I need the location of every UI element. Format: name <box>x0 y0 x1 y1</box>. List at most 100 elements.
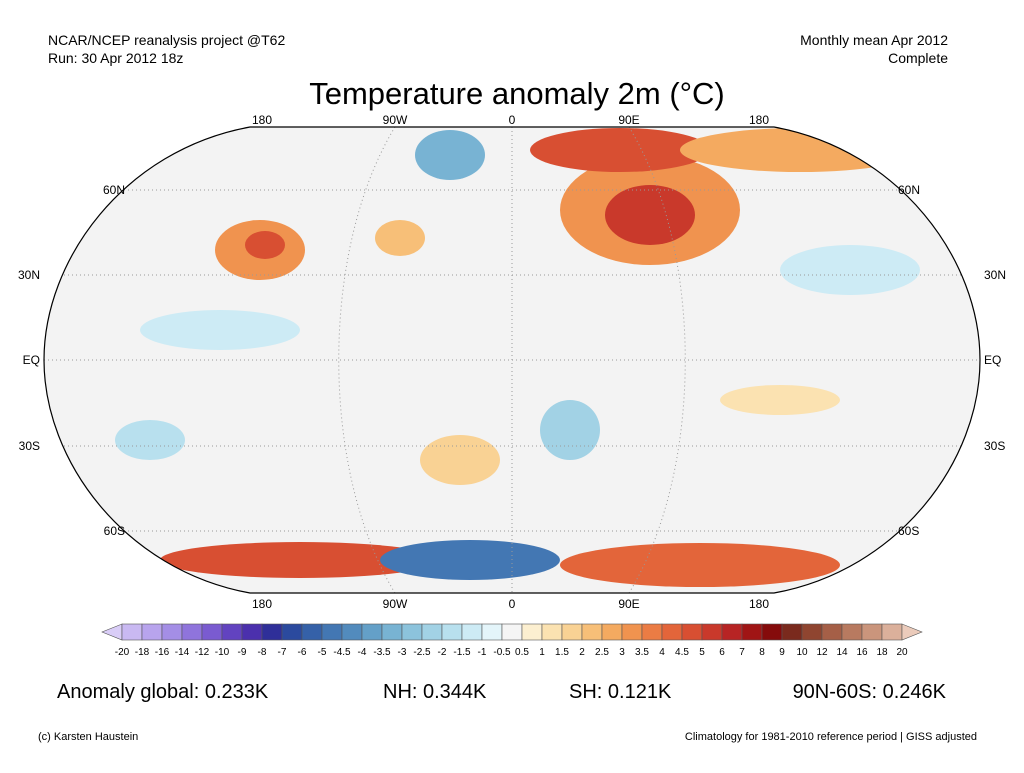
lat-label: 60S <box>104 524 125 538</box>
colorbar-swatch <box>861 623 883 641</box>
colorbar-swatch <box>621 623 643 641</box>
lon-label: 180 <box>749 597 769 611</box>
colorbar-label: -4.5 <box>333 647 351 658</box>
anomaly <box>560 543 840 587</box>
anomaly <box>780 245 920 295</box>
lon-label: 90E <box>618 597 639 611</box>
colorbar-label: -18 <box>135 647 150 658</box>
stat-band: 90N-60S: 0.246K <box>793 681 947 703</box>
colorbar-label: 3 <box>619 647 625 658</box>
colorbar-swatch <box>301 623 323 641</box>
colorbar-arrow <box>101 623 123 641</box>
lat-label: 30S <box>19 439 40 453</box>
colorbar-label: 14 <box>836 647 848 658</box>
lon-label: 180 <box>252 113 272 127</box>
lat-label: 30S <box>984 439 1005 453</box>
colorbar-swatch <box>141 623 163 641</box>
lat-label: EQ <box>23 353 40 367</box>
colorbar-swatch <box>681 623 703 641</box>
stat-global: Anomaly global: 0.233K <box>57 681 269 703</box>
colorbar-swatch <box>721 623 743 641</box>
lat-label: 60N <box>898 183 920 197</box>
colorbar-label: 16 <box>856 647 868 658</box>
anomaly <box>380 540 560 580</box>
colorbar-label: -6 <box>298 647 307 658</box>
lon-label: 90W <box>383 113 408 127</box>
colorbar-swatch <box>761 623 783 641</box>
colorbar-swatch <box>341 623 363 641</box>
colorbar-swatch <box>601 623 623 641</box>
graticule <box>44 127 980 593</box>
anomaly <box>720 385 840 415</box>
anomaly <box>245 231 285 259</box>
run-info: NCAR/NCEP reanalysis project @T62 <box>48 32 285 48</box>
colorbar-label: 1.5 <box>555 647 569 658</box>
colorbar-swatch <box>661 623 683 641</box>
map-title: Temperature anomaly 2m (°C) <box>309 76 725 111</box>
stat-sh: SH: 0.121K <box>569 681 672 703</box>
colorbar-arrow <box>901 623 923 641</box>
lon-label: 90E <box>618 113 639 127</box>
colorbar-swatch <box>741 623 763 641</box>
colorbar-label: 9 <box>779 647 785 658</box>
lat-label: 60S <box>898 524 919 538</box>
colorbar-label: -8 <box>258 647 267 658</box>
colorbar-swatch <box>321 623 343 641</box>
colorbar-swatch <box>801 623 823 641</box>
colorbar-label: 12 <box>816 647 828 658</box>
colorbar-label: -2.5 <box>413 647 431 658</box>
geo-labels: 180 90W 0 90E 180 180 90W 0 90E 180 60N 60N 30N 30N EQ… <box>18 113 1006 611</box>
colorbar-swatch <box>241 623 263 641</box>
run-info: Run: 30 Apr 2012 18z <box>48 50 183 66</box>
colorbar-swatch <box>361 623 383 641</box>
anomaly <box>375 220 425 256</box>
anomaly <box>140 310 300 350</box>
colorbar-label: 18 <box>876 647 888 658</box>
period-info: Complete <box>888 50 948 66</box>
colorbar-label: -1.5 <box>453 647 471 658</box>
stat-nh: NH: 0.344K <box>383 681 487 703</box>
colorbar-label: 20 <box>896 647 908 658</box>
colorbar-label: 2 <box>579 647 585 658</box>
colorbar-swatch <box>161 623 183 641</box>
colorbar-swatch <box>821 623 843 641</box>
colorbar-swatch <box>521 623 543 641</box>
anomaly <box>115 420 185 460</box>
colorbar-swatch <box>881 623 903 641</box>
colorbar-swatch <box>461 623 483 641</box>
colorbar-label: -7 <box>278 647 287 658</box>
colorbar-label: -3.5 <box>373 647 391 658</box>
lon-label: 0 <box>509 597 516 611</box>
colorbar-label: -20 <box>115 647 130 658</box>
lon-label: 180 <box>749 113 769 127</box>
colorbar-swatch <box>541 623 563 641</box>
colorbar-label: -1 <box>478 647 487 658</box>
colorbar-swatch <box>381 623 403 641</box>
anomaly <box>420 435 500 485</box>
anomaly <box>540 400 600 460</box>
colorbar-label: 0.5 <box>515 647 529 658</box>
colorbar-label: 6 <box>719 647 725 658</box>
anomaly <box>160 542 440 578</box>
lat-label: 30N <box>18 268 40 282</box>
colorbar-swatch <box>561 623 583 641</box>
map-border <box>43 126 981 594</box>
colorbar-swatch <box>641 623 663 641</box>
lat-label: 30N <box>984 268 1006 282</box>
period-info: Monthly mean Apr 2012 <box>800 32 948 48</box>
colorbar-label: 4.5 <box>675 647 689 658</box>
lon-label: 90W <box>383 597 408 611</box>
colorbar-swatch <box>121 623 143 641</box>
colorbar-swatch <box>701 623 723 641</box>
anomaly <box>415 130 485 180</box>
colorbar-swatch <box>501 623 523 641</box>
climatology-note: Climatology for 1981-2010 reference peri… <box>685 731 977 743</box>
lon-label: 0 <box>509 113 516 127</box>
colorbar-swatch <box>781 623 803 641</box>
colorbar-label: -3 <box>398 647 407 658</box>
lat-label: 60N <box>103 183 125 197</box>
colorbar-swatch <box>261 623 283 641</box>
colorbar-label: 8 <box>759 647 765 658</box>
colorbar-label: 4 <box>659 647 665 658</box>
